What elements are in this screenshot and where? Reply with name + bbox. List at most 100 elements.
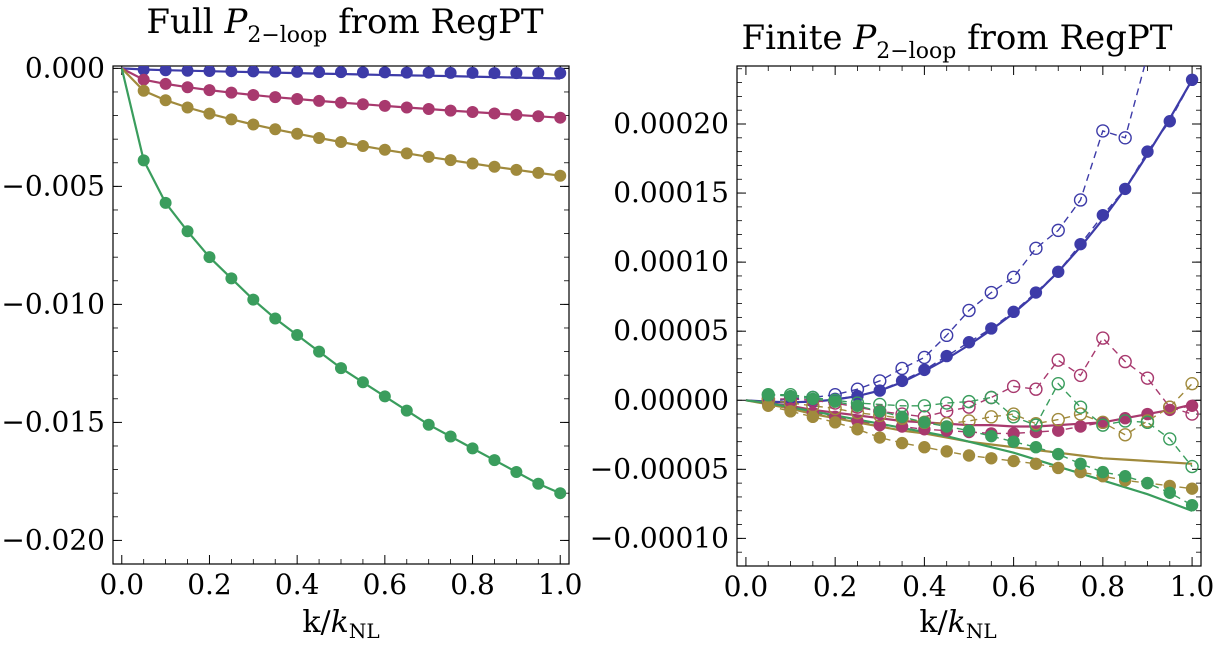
left-x-tick-label: 1.0 (538, 568, 583, 601)
right-series-3-filled-point (962, 424, 976, 437)
right-series-0-filled-point (873, 384, 886, 397)
left-series-2-point (291, 127, 304, 140)
left-series-2-point (225, 113, 238, 126)
left-x-tick-label: 0.6 (363, 568, 408, 601)
right-series-2-filled-point (1029, 457, 1043, 470)
left-series-1-point (181, 81, 194, 94)
right-x-tick-label: 0.0 (724, 570, 769, 603)
left-series-0-point (532, 67, 545, 80)
right-series-3-filled-point (895, 410, 909, 424)
right-series-0-open-point (962, 303, 976, 318)
right-series-2-open-point (1118, 428, 1132, 442)
left-series-0-point (225, 66, 238, 78)
left-series-3-point (313, 345, 326, 358)
left-series-1-point (313, 94, 326, 107)
left-series-0-point (356, 66, 369, 79)
right-series-0-filled-point (1163, 115, 1176, 128)
left-series-0-point (488, 67, 501, 80)
right-series-2-open-dashed-line (768, 383, 1193, 436)
left-series-2-point (378, 143, 391, 156)
right-series-0-open-point (1096, 124, 1110, 138)
left-series-0-point (422, 66, 435, 79)
right-series-2-open-point (1051, 412, 1065, 427)
right-series-3-filled-point (828, 395, 842, 408)
left-series-3-point (225, 272, 238, 285)
right-series-3-filled-point (940, 420, 953, 433)
right-series-1-open-point (1096, 331, 1110, 345)
left-series-3-point (466, 442, 479, 455)
left-series-2-point (313, 131, 326, 144)
left-points (137, 66, 567, 500)
left-x-tick-label: 0.0 (100, 568, 145, 601)
right-series-0-filled-point (962, 336, 976, 349)
left-series-3-point (203, 251, 216, 264)
right-x-tick-label: 0.8 (1081, 570, 1126, 603)
right-series-2-filled-point (806, 410, 820, 424)
left-series-3-point (356, 376, 369, 389)
left-series-3-point (335, 362, 347, 375)
right-series-2-filled-point (873, 431, 886, 444)
right-x-tick-label: 1.0 (1170, 570, 1215, 603)
left-series-0-point (247, 66, 260, 78)
left-series-2-point (554, 169, 567, 182)
left-series-1-point (247, 89, 260, 102)
right-series-0-filled-point (940, 349, 953, 363)
left-series-1-point (400, 101, 413, 114)
right-y-tick-label: 0.00015 (613, 176, 729, 209)
right-series-2-open-point (1185, 376, 1199, 391)
left-series-1-point (291, 93, 304, 106)
left-series-3-point (510, 465, 523, 478)
right-series-1-open-point (1051, 353, 1065, 367)
right-series-3-filled-point (784, 389, 797, 403)
right-series-0-open-point (1073, 193, 1088, 207)
right-series-1-open-point (1118, 354, 1132, 369)
right-y-tick-label: 0.00005 (613, 314, 729, 347)
left-series-2-point (400, 147, 413, 160)
right-series-3-filled-point (1029, 441, 1043, 454)
left-series-0-point (444, 66, 457, 79)
right-series-0-filled-point (1029, 286, 1043, 299)
full-p2loop-panel: Full P2−loop from RegPT 0.0 0.2 0.4 0.6 0.8 1… (1, 2, 582, 643)
left-series-2-point (532, 166, 545, 179)
right-series-0-filled-point (1007, 305, 1020, 319)
right-series-1-open-point (1029, 382, 1043, 396)
right-series-3-curve (745, 399, 1193, 512)
left-series-2-point (181, 101, 194, 114)
right-series-3-open-point (1163, 432, 1177, 446)
right-series-0-filled-point (918, 363, 931, 377)
right-series-3-open-point (1051, 376, 1065, 391)
right-y-tick-label: −0.00010 (590, 521, 729, 554)
left-series-0-point (291, 66, 304, 78)
left-series-3-point (181, 225, 194, 238)
left-series-2-point (247, 118, 260, 131)
right-series-0-open-point (984, 285, 999, 300)
right-series-0-open-dashed-line (768, 66, 1146, 403)
right-series-3-filled-point (985, 429, 998, 443)
right-y-tick-label: 0.00010 (613, 245, 729, 278)
left-series-1-point (137, 73, 150, 86)
right-series-3-open-point (1118, 414, 1132, 428)
left-series-1-point (488, 107, 501, 120)
right-x-tick-label: 0.6 (991, 570, 1036, 603)
left-series-1-point (356, 98, 369, 111)
left-series-1-point (510, 108, 523, 121)
right-series-2-open-point (1073, 407, 1088, 421)
right-series-3-open-point (984, 390, 999, 405)
left-curves (120, 67, 561, 495)
left-series-3-point (554, 487, 567, 500)
right-series-0-filled-dashed-line (768, 79, 1193, 404)
right-series-0-filled-point (851, 389, 864, 403)
right-series-3-filled-point (1185, 499, 1199, 512)
right-series-3-filled-point (1052, 447, 1065, 461)
right-x-axis-label: k/kNL (919, 605, 996, 643)
right-series-1-open-point (1140, 371, 1155, 385)
right-series-3-filled-point (1141, 476, 1154, 490)
right-series-0-filled-point (895, 374, 909, 388)
right-series-0-filled-point (1096, 208, 1110, 222)
left-x-tick-label: 0.4 (275, 568, 320, 601)
left-series-2-point (466, 157, 479, 170)
right-series-0-open-point (1006, 270, 1021, 285)
left-series-2-point (269, 123, 282, 136)
right-series-1-filled-point (1185, 399, 1199, 412)
left-series-1-point (335, 96, 347, 109)
